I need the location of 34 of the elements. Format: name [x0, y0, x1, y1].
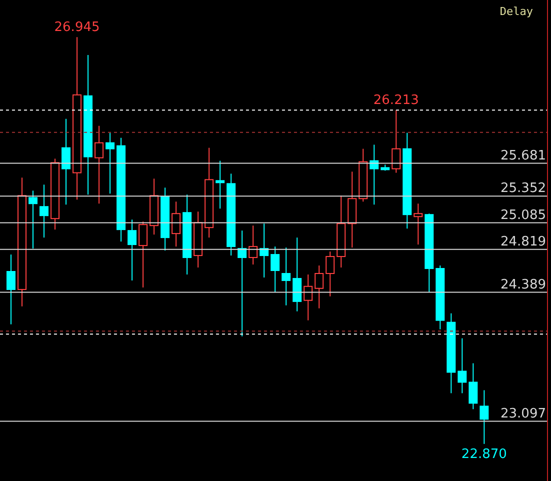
ref-line-label: 25.681	[500, 148, 546, 164]
candlestick	[106, 132, 115, 194]
candlestick	[138, 221, 148, 288]
candlestick	[28, 190, 38, 250]
candlestick	[172, 201, 181, 248]
candlestick	[128, 219, 137, 281]
ref-line-label: 23.097	[500, 406, 546, 422]
candlestick	[314, 265, 324, 309]
text: Delay	[500, 5, 533, 18]
candlestick	[248, 225, 258, 266]
annotation: 22.870	[461, 446, 507, 462]
ref-line-label: 25.352	[500, 181, 546, 196]
candlestick	[392, 110, 401, 174]
candlestick	[238, 230, 247, 337]
candlestick	[458, 338, 467, 394]
candlestick	[326, 251, 335, 297]
ref-line-label: 24.819	[500, 234, 546, 250]
candlestick	[370, 144, 379, 206]
candlestick	[94, 125, 104, 204]
candlestick	[468, 362, 478, 410]
ref-line-label: 24.389	[500, 277, 546, 292]
candlestick	[62, 118, 71, 206]
candlestick	[6, 254, 16, 325]
candlestick	[304, 274, 313, 321]
candlestick	[216, 160, 225, 210]
candlestick	[40, 184, 49, 238]
candlestick	[270, 246, 280, 293]
candlestick	[292, 237, 302, 312]
candlestick	[282, 247, 291, 306]
ref-line-label: 25.085	[500, 208, 546, 223]
annotation: 26.213	[373, 93, 419, 108]
candlestick	[480, 390, 489, 444]
candlestick	[414, 203, 423, 246]
annotation: 26.945	[54, 20, 100, 36]
